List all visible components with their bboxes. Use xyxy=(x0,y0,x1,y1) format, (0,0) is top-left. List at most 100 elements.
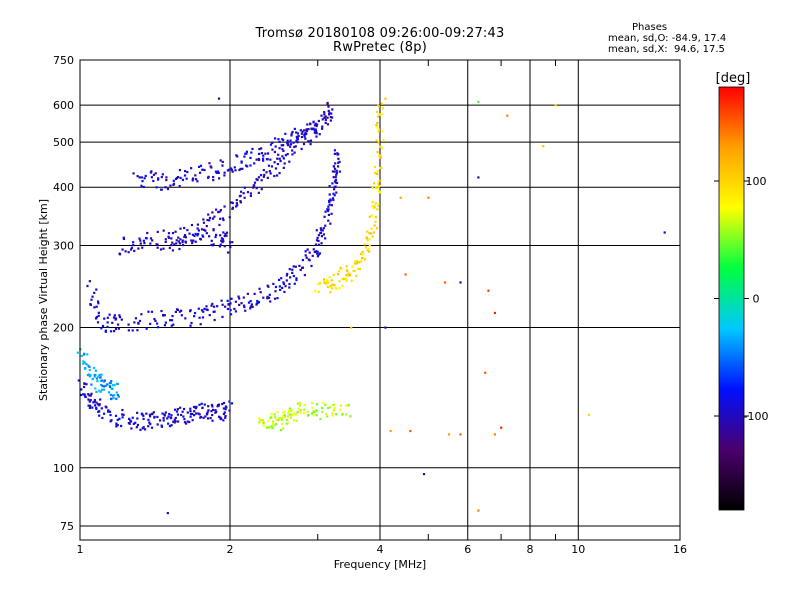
scatter-point xyxy=(278,285,281,288)
scatter-point xyxy=(150,310,154,313)
scatter-point xyxy=(325,282,328,285)
scatter-point xyxy=(281,286,284,290)
scatter-point xyxy=(80,388,83,391)
scatter-point xyxy=(310,128,314,131)
scatter-point xyxy=(230,201,233,204)
scatter-point xyxy=(183,169,187,173)
scatter-point xyxy=(277,418,280,422)
scatter-point xyxy=(324,403,327,406)
scatter-point xyxy=(194,232,197,236)
scatter-point xyxy=(151,412,154,415)
scatter-point xyxy=(378,154,381,158)
scatter-point xyxy=(145,327,148,330)
scatter-point xyxy=(304,254,307,257)
scatter-point xyxy=(137,247,140,250)
scatter-point xyxy=(256,299,259,303)
scatter-point xyxy=(188,232,191,235)
scatter-point xyxy=(249,156,252,160)
scatter-point xyxy=(207,213,210,216)
scatter-point xyxy=(225,406,228,409)
scatter-point xyxy=(95,406,98,409)
scatter-point xyxy=(409,429,412,433)
scatter-point xyxy=(216,405,219,408)
scatter-point xyxy=(215,410,218,413)
scatter-point xyxy=(280,418,284,421)
scatter-point xyxy=(122,236,125,239)
scatter-point xyxy=(378,184,381,188)
scatter-point xyxy=(343,277,346,280)
scatter-point xyxy=(288,160,291,163)
scatter-point xyxy=(379,156,382,160)
scatter-point xyxy=(235,202,238,205)
scatter-point xyxy=(381,130,384,133)
scatter-point xyxy=(379,191,382,194)
scatter-point xyxy=(375,172,379,176)
scatter-point xyxy=(295,277,298,280)
scatter-point xyxy=(243,305,246,309)
scatter-point xyxy=(288,268,291,271)
scatter-point xyxy=(334,178,338,182)
scatter-point xyxy=(133,321,136,324)
scatter-point xyxy=(207,405,210,408)
scatter-point xyxy=(138,176,141,179)
scatter-point xyxy=(212,243,215,246)
scatter-point xyxy=(131,329,134,332)
scatter-point xyxy=(384,97,387,100)
scatter-point xyxy=(335,181,339,185)
scatter-point xyxy=(299,268,302,272)
scatter-point xyxy=(282,281,285,284)
scatter-point xyxy=(250,303,254,306)
scatter-point xyxy=(240,302,243,305)
scatter-point xyxy=(205,413,209,416)
scatter-point xyxy=(375,110,379,114)
scatter-point xyxy=(100,383,103,387)
scatter-point xyxy=(289,416,293,419)
scatter-point xyxy=(338,160,341,163)
scatter-point xyxy=(221,402,224,406)
scatter-point xyxy=(183,226,186,230)
scatter-point xyxy=(314,289,317,293)
scatter-point xyxy=(152,411,155,414)
scatter-point xyxy=(207,175,210,178)
scatter-point xyxy=(278,172,281,175)
scatter-point xyxy=(196,227,199,230)
scatter-point xyxy=(121,248,124,251)
scatter-point xyxy=(201,316,205,319)
scatter-point xyxy=(210,243,213,246)
scatter-point xyxy=(115,391,118,394)
scatter-point xyxy=(197,307,200,310)
scatter-point xyxy=(282,414,285,418)
scatter-point xyxy=(299,129,302,132)
scatter-point xyxy=(370,227,373,230)
scatter-point xyxy=(327,205,330,208)
scatter-point xyxy=(87,373,91,376)
scatter-point xyxy=(115,382,119,386)
scatter-point xyxy=(356,267,360,270)
scatter-point xyxy=(291,149,294,152)
scatter-point xyxy=(205,232,208,235)
scatter-point xyxy=(325,412,328,416)
scatter-point xyxy=(178,242,181,245)
scatter-point xyxy=(163,314,166,317)
scatter-point xyxy=(219,217,222,220)
scatter-point xyxy=(300,132,303,135)
scatter-point xyxy=(134,317,138,320)
scatter-point xyxy=(374,171,377,175)
scatter-point xyxy=(298,404,302,407)
scatter-point xyxy=(109,413,112,417)
scatter-point xyxy=(114,414,118,417)
scatter-point xyxy=(128,422,131,425)
y-tick-label: 200 xyxy=(53,322,74,335)
scatter-point xyxy=(143,241,146,245)
scatter-point xyxy=(202,416,205,419)
scatter-point xyxy=(121,413,124,416)
scatter-point xyxy=(172,183,175,186)
scatter-point xyxy=(283,162,286,165)
scatter-point xyxy=(186,170,189,174)
scatter-point xyxy=(234,300,238,303)
scatter-point xyxy=(82,362,85,365)
scatter-point xyxy=(173,418,176,421)
scatter-point xyxy=(194,174,197,177)
scatter-point xyxy=(98,373,101,377)
scatter-point xyxy=(272,422,275,426)
